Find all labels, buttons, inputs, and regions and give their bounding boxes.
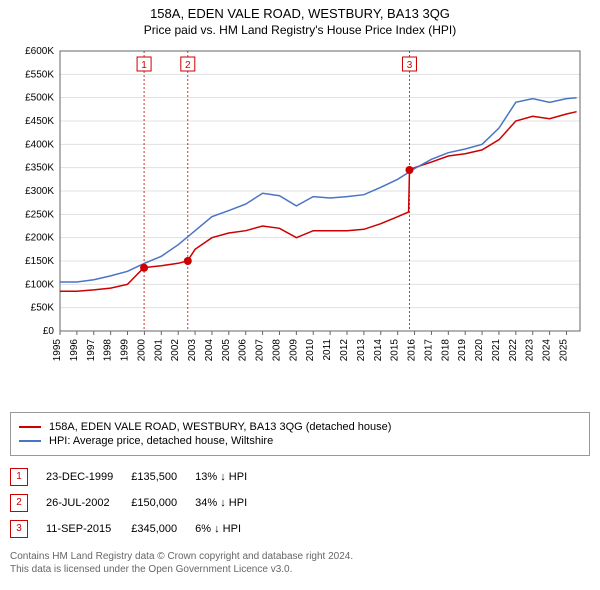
svg-text:2020: 2020 [474,338,485,361]
svg-text:2023: 2023 [525,338,536,361]
svg-text:£250K: £250K [25,209,54,220]
svg-text:£300K: £300K [25,186,54,197]
svg-text:1997: 1997 [86,338,97,361]
marker-delta: 13% ↓ HPI [195,464,265,490]
svg-text:£550K: £550K [25,69,54,80]
svg-text:1998: 1998 [103,338,114,361]
svg-text:2008: 2008 [271,338,282,361]
price-chart: £0 £50K £100K £150K £200K £250K £300K £350K £400… [10,41,590,401]
chart-area: £0 £50K £100K £150K £200K £250K £300K £350K £400… [10,41,590,406]
marker-badge: 2 [10,494,28,512]
marker-badge: 3 [10,520,28,538]
marker-date: 26-JUL-2002 [46,490,131,516]
footer-line-1: Contains HM Land Registry data © Crown c… [10,550,590,563]
svg-text:1: 1 [141,60,147,71]
chart-subtitle: Price paid vs. HM Land Registry's House … [10,23,590,37]
marker-date: 11-SEP-2015 [46,516,131,542]
svg-text:2017: 2017 [423,338,434,361]
svg-text:£200K: £200K [25,233,54,244]
svg-text:2025: 2025 [558,338,569,361]
marker-row: 3 11-SEP-2015£345,0006% ↓ HPI [10,516,265,542]
svg-text:1995: 1995 [52,338,63,361]
legend-row-property: 158A, EDEN VALE ROAD, WESTBURY, BA13 3QG… [19,421,581,433]
legend-label-hpi: HPI: Average price, detached house, Wilt… [49,435,273,447]
svg-text:2000: 2000 [136,338,147,361]
svg-text:2018: 2018 [440,338,451,361]
marker-delta: 6% ↓ HPI [195,516,265,542]
svg-text:2010: 2010 [305,338,316,361]
svg-text:2002: 2002 [170,338,181,361]
svg-text:£350K: £350K [25,163,54,174]
svg-text:2013: 2013 [356,338,367,361]
marker-badge: 1 [10,468,28,486]
page-container: 158A, EDEN VALE ROAD, WESTBURY, BA13 3QG… [0,0,600,586]
legend-row-hpi: HPI: Average price, detached house, Wilt… [19,435,581,447]
svg-text:2014: 2014 [373,338,384,361]
footer-line-2: This data is licensed under the Open Gov… [10,563,590,576]
svg-text:2003: 2003 [187,338,198,361]
chart-title: 158A, EDEN VALE ROAD, WESTBURY, BA13 3QG [10,6,590,23]
svg-text:2022: 2022 [508,338,519,361]
svg-text:1996: 1996 [69,338,80,361]
svg-text:2: 2 [185,60,191,71]
legend-label-property: 158A, EDEN VALE ROAD, WESTBURY, BA13 3QG… [49,421,391,433]
marker-price: £150,000 [131,490,195,516]
svg-text:2016: 2016 [407,338,418,361]
footer-attribution: Contains HM Land Registry data © Crown c… [10,550,590,576]
svg-text:2012: 2012 [339,338,350,361]
legend-box: 158A, EDEN VALE ROAD, WESTBURY, BA13 3QG… [10,412,590,456]
svg-text:£150K: £150K [25,256,54,267]
svg-text:2011: 2011 [322,338,333,360]
svg-text:£450K: £450K [25,116,54,127]
svg-text:£500K: £500K [25,93,54,104]
marker-table: 1 23-DEC-1999£135,50013% ↓ HPI 2 26-JUL-200… [10,464,265,542]
legend-swatch-hpi [19,440,41,442]
marker-price: £345,000 [131,516,195,542]
marker-delta: 34% ↓ HPI [195,490,265,516]
marker-row: 2 26-JUL-2002£150,00034% ↓ HPI [10,490,265,516]
svg-text:2001: 2001 [153,338,164,361]
marker-price: £135,500 [131,464,195,490]
svg-text:2005: 2005 [221,338,232,361]
svg-text:2015: 2015 [390,338,401,361]
svg-text:1999: 1999 [120,338,131,361]
svg-text:£50K: £50K [31,303,55,314]
svg-text:2021: 2021 [491,338,502,361]
svg-text:£0: £0 [43,326,55,337]
svg-text:£600K: £600K [25,46,54,57]
svg-text:3: 3 [407,60,413,71]
svg-text:2007: 2007 [255,338,266,361]
svg-text:2009: 2009 [288,338,299,361]
svg-text:2024: 2024 [542,338,553,361]
svg-text:£100K: £100K [25,279,54,290]
marker-date: 23-DEC-1999 [46,464,131,490]
svg-text:2019: 2019 [457,338,468,361]
svg-text:£400K: £400K [25,139,54,150]
svg-text:2006: 2006 [238,338,249,361]
svg-text:2004: 2004 [204,338,215,361]
legend-swatch-property [19,426,41,428]
marker-row: 1 23-DEC-1999£135,50013% ↓ HPI [10,464,265,490]
